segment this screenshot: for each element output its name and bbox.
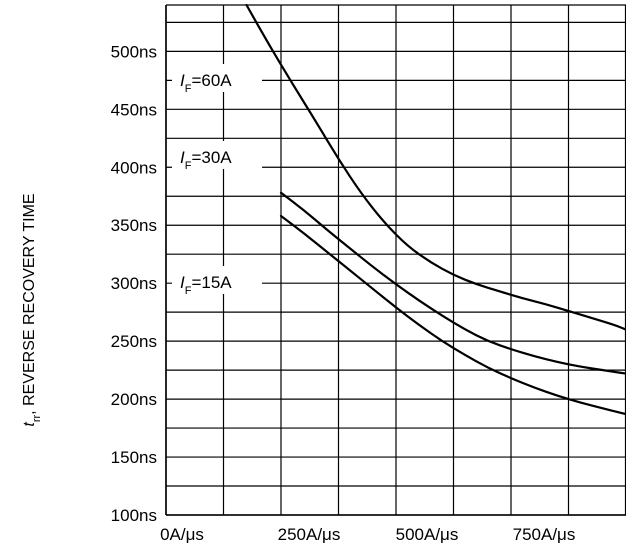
y-tick-label: 250ns xyxy=(111,332,157,351)
y-tick-label: 150ns xyxy=(111,448,157,467)
curve-label-30a: IF=30A xyxy=(180,148,232,172)
curve-label-background xyxy=(172,64,262,92)
series-line-15a xyxy=(279,214,626,416)
y-tick-label: 450ns xyxy=(111,100,157,119)
y-axis-label: trr, REVERSE RECOVERY TIME xyxy=(21,193,43,426)
x-tick-label: 250A/μs xyxy=(278,525,341,544)
y-tick-label: 500ns xyxy=(111,42,157,61)
y-tick-label: 100ns xyxy=(111,506,157,525)
y-tick-label: 300ns xyxy=(111,274,157,293)
curves xyxy=(245,3,626,416)
series-line-60a xyxy=(245,3,626,331)
y-tick-label: 200ns xyxy=(111,390,157,409)
curve-label-background xyxy=(172,141,262,169)
y-tick-label: 350ns xyxy=(111,216,157,235)
curve-label-15a: IF=15A xyxy=(180,273,232,297)
x-tick-labels: 0A/μs 250A/μs 500A/μs 750A/μs xyxy=(160,525,575,544)
y-tick-labels: 100ns 150ns 200ns 250ns 300ns 350ns 400ns 450ns… xyxy=(111,42,157,525)
x-tick-label: 0A/μs xyxy=(160,525,204,544)
series-line-30a xyxy=(279,191,626,375)
x-tick-label: 500A/μs xyxy=(396,525,459,544)
curve-label-60a: IF=60A xyxy=(180,71,232,95)
curve-labels: IF=60A IF=30A IF=15A xyxy=(172,64,262,297)
curve-label-background xyxy=(172,266,262,294)
y-tick-label: 400ns xyxy=(111,158,157,177)
x-tick-label: 750A/μs xyxy=(513,525,576,544)
